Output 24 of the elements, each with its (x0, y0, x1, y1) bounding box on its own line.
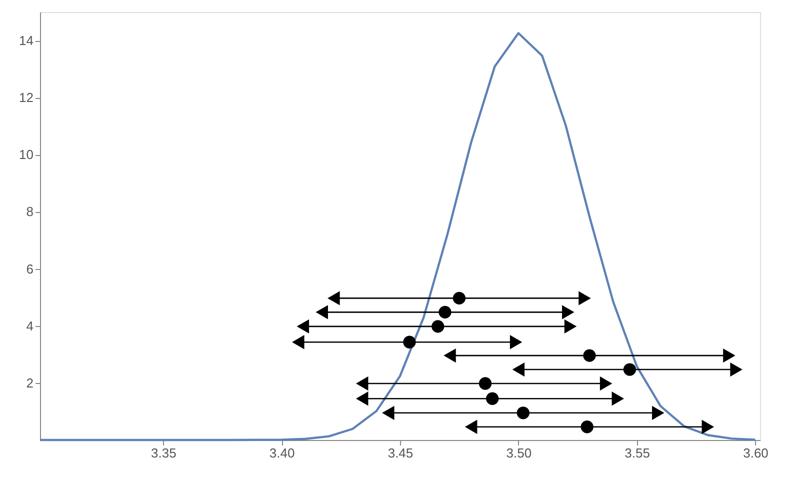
point (516, 406, 530, 420)
point (438, 306, 452, 318)
point (486, 392, 499, 405)
y-tick-label: 12 (19, 90, 34, 106)
x-tick-label: 3.40 (269, 446, 295, 460)
x-tick-label: 3.55 (624, 446, 650, 460)
point (432, 320, 444, 333)
point (580, 420, 594, 434)
y-tick-label: 4 (26, 318, 34, 334)
point (403, 336, 416, 348)
x-tick-label: 3.60 (743, 446, 768, 460)
point (452, 292, 466, 304)
x-tick-label: 3.50 (506, 446, 532, 460)
point (478, 377, 492, 390)
point (583, 349, 596, 362)
x-tick-label: 3.45 (388, 446, 414, 460)
y-tick-label: 14 (19, 33, 34, 48)
y-tick-label: 6 (26, 261, 34, 276)
line-series (38, 32, 756, 442)
x-tick-label: 3.35 (151, 446, 176, 460)
y-tick-label: 10 (19, 147, 34, 162)
y-tick-label: 8 (26, 204, 34, 220)
y-tick-label: 2 (26, 375, 34, 390)
point (623, 363, 636, 376)
